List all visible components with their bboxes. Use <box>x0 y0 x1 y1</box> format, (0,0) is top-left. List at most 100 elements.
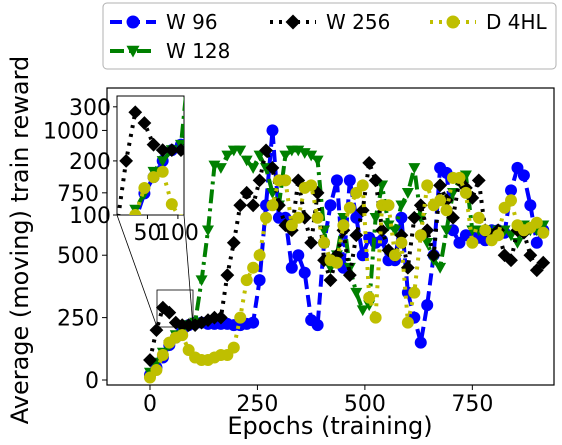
data-point <box>279 174 292 187</box>
inset-data-point <box>119 154 134 168</box>
data-point <box>413 198 428 213</box>
data-point <box>202 225 215 237</box>
data-point <box>292 249 305 262</box>
data-point <box>304 235 319 250</box>
data-point <box>388 249 401 262</box>
inset-y-tick-label: 200 <box>69 150 111 175</box>
data-point <box>356 179 369 192</box>
data-point <box>220 268 235 283</box>
zoom-box <box>156 289 194 328</box>
series-layer <box>143 124 551 384</box>
data-point <box>414 336 427 349</box>
x-tick-label: 0 <box>143 392 157 417</box>
data-point <box>395 211 408 224</box>
data-point <box>434 194 447 207</box>
data-point <box>408 286 421 299</box>
y-axis-label: Average (moving) train reward <box>6 56 34 425</box>
data-point <box>395 236 408 249</box>
data-point <box>343 201 356 214</box>
inset-data-point <box>174 143 184 157</box>
data-point <box>342 268 357 283</box>
inset-data-point <box>155 143 170 157</box>
inset-data-point <box>146 137 161 152</box>
data-point <box>537 226 550 239</box>
data-point <box>259 143 273 158</box>
data-point <box>246 198 261 213</box>
data-point <box>213 310 228 325</box>
data-point <box>337 219 350 232</box>
data-point <box>226 235 241 250</box>
data-point <box>472 211 485 224</box>
data-point <box>362 155 377 170</box>
data-point <box>227 341 240 354</box>
inset-data-point <box>156 165 169 178</box>
data-point <box>505 194 518 207</box>
series-d-4hl <box>143 171 550 384</box>
data-point <box>350 287 363 299</box>
data-point <box>260 211 273 224</box>
legend-frame <box>102 2 557 70</box>
data-point <box>434 262 447 274</box>
x-axis-label: Epochs (training) <box>227 412 432 440</box>
data-point <box>195 275 208 287</box>
data-point <box>517 169 530 182</box>
data-point <box>433 178 448 193</box>
data-point <box>233 198 248 213</box>
data-point <box>394 228 409 243</box>
data-point <box>298 266 311 279</box>
data-point <box>266 199 279 212</box>
inset-y-tick-label: 100 <box>69 204 111 229</box>
data-point <box>323 273 338 288</box>
legend-entries: W 96 W 128 W 256 D 4HL <box>110 10 548 63</box>
data-point <box>524 199 537 212</box>
inset-data-point <box>164 143 179 157</box>
data-point <box>349 228 364 243</box>
data-point <box>492 229 505 242</box>
x-tick-label: 250 <box>236 392 278 417</box>
data-point <box>221 150 234 162</box>
inset-data-point <box>178 214 184 215</box>
data-point <box>252 173 267 188</box>
data-point <box>266 124 279 137</box>
inset-series <box>117 96 184 215</box>
data-point <box>234 145 247 157</box>
data-point <box>279 150 292 162</box>
data-point <box>530 236 543 249</box>
data-point <box>401 188 414 199</box>
data-point <box>305 150 318 162</box>
data-point <box>311 319 324 332</box>
data-point <box>194 315 209 330</box>
data-point <box>253 249 266 262</box>
y-tick-label: 750 <box>57 182 99 207</box>
inset-data-point <box>138 181 151 194</box>
data-point <box>382 220 395 232</box>
data-point <box>168 315 183 330</box>
inset-data-point <box>137 116 152 130</box>
x-tick-label: 750 <box>451 392 493 417</box>
data-point <box>479 224 492 237</box>
data-point <box>292 211 305 224</box>
legend-item-d-4hl: D 4HL <box>430 10 548 34</box>
data-point <box>253 274 266 287</box>
legend-marker <box>285 14 301 30</box>
data-point <box>466 236 479 249</box>
data-point <box>285 261 298 274</box>
data-point <box>247 316 260 329</box>
data-point <box>310 185 325 200</box>
y-tick-label: 1000 <box>43 119 99 144</box>
data-point <box>214 163 227 174</box>
data-point <box>363 291 376 304</box>
data-point <box>395 200 408 212</box>
data-point <box>330 174 343 187</box>
data-point <box>421 299 434 312</box>
data-point <box>420 223 435 238</box>
axes-layer: 0 250 500 750 0 250 500 750 1000 <box>43 119 493 417</box>
data-point <box>426 248 441 263</box>
data-point <box>382 199 395 212</box>
data-point <box>355 203 370 218</box>
data-point <box>388 225 401 237</box>
legend-label: D 4HL <box>486 10 548 34</box>
